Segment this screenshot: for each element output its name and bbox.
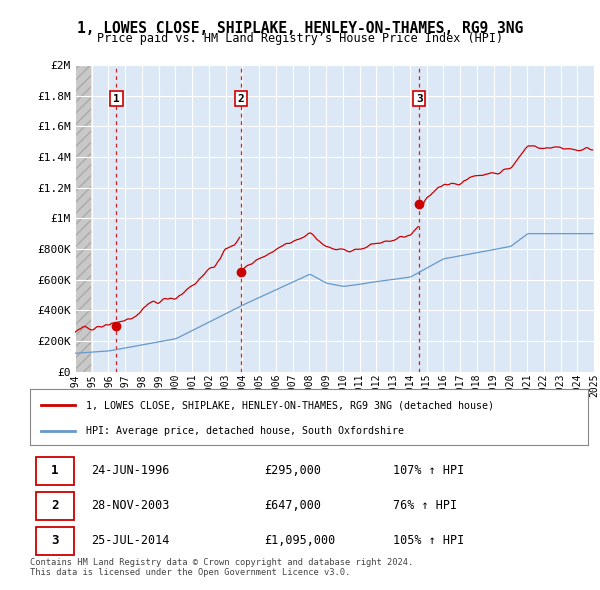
Text: 25-JUL-2014: 25-JUL-2014: [91, 535, 170, 548]
Text: 1, LOWES CLOSE, SHIPLAKE, HENLEY-ON-THAMES, RG9 3NG: 1, LOWES CLOSE, SHIPLAKE, HENLEY-ON-THAM…: [77, 21, 523, 35]
Text: 3: 3: [51, 535, 58, 548]
FancyBboxPatch shape: [35, 491, 74, 520]
Text: 1: 1: [51, 464, 58, 477]
Text: 107% ↑ HPI: 107% ↑ HPI: [392, 464, 464, 477]
Text: £1,095,000: £1,095,000: [265, 535, 335, 548]
Text: 1, LOWES CLOSE, SHIPLAKE, HENLEY-ON-THAMES, RG9 3NG (detached house): 1, LOWES CLOSE, SHIPLAKE, HENLEY-ON-THAM…: [86, 400, 494, 410]
Text: £647,000: £647,000: [265, 499, 322, 513]
FancyBboxPatch shape: [35, 457, 74, 485]
Text: 28-NOV-2003: 28-NOV-2003: [91, 499, 170, 513]
Text: 76% ↑ HPI: 76% ↑ HPI: [392, 499, 457, 513]
Text: Contains HM Land Registry data © Crown copyright and database right 2024.
This d: Contains HM Land Registry data © Crown c…: [30, 558, 413, 577]
Text: 2: 2: [51, 499, 58, 513]
Text: HPI: Average price, detached house, South Oxfordshire: HPI: Average price, detached house, Sout…: [86, 427, 404, 437]
Text: 24-JUN-1996: 24-JUN-1996: [91, 464, 170, 477]
Text: 3: 3: [416, 94, 422, 104]
Text: £295,000: £295,000: [265, 464, 322, 477]
Text: 105% ↑ HPI: 105% ↑ HPI: [392, 535, 464, 548]
FancyBboxPatch shape: [35, 527, 74, 555]
Text: Price paid vs. HM Land Registry’s House Price Index (HPI): Price paid vs. HM Land Registry’s House …: [97, 32, 503, 45]
Text: 2: 2: [238, 94, 244, 104]
Text: 1: 1: [113, 94, 120, 104]
Bar: [75, 65, 91, 372]
